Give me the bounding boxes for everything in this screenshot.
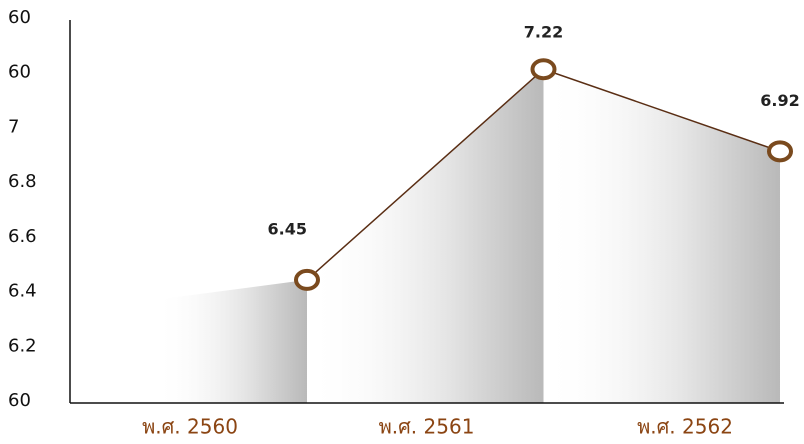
data-label: 6.45 [268,219,307,238]
area-band [543,69,780,403]
y-tick-label: 6.2 [8,335,37,356]
y-tick-label: 60 [8,62,31,83]
marker [294,268,320,291]
y-tick-label: 60 [8,7,31,28]
x-tick-label: พ.ศ. 2560 [142,415,238,439]
y-tick-label: 6.6 [8,226,37,247]
x-tick-label: พ.ศ. 2561 [379,415,475,439]
data-label: 6.92 [760,91,799,110]
y-tick-label: 7 [8,116,19,137]
area-band [155,279,307,403]
y-tick-label: 6.8 [8,171,37,192]
area-band [307,69,544,403]
data-label: 7.22 [524,23,563,42]
marker [530,58,557,81]
x-tick-label: พ.ศ. 2562 [637,415,733,439]
y-tick-label: 60 [8,390,31,411]
y-tick-label: 6.4 [8,281,37,302]
marker [767,140,793,163]
